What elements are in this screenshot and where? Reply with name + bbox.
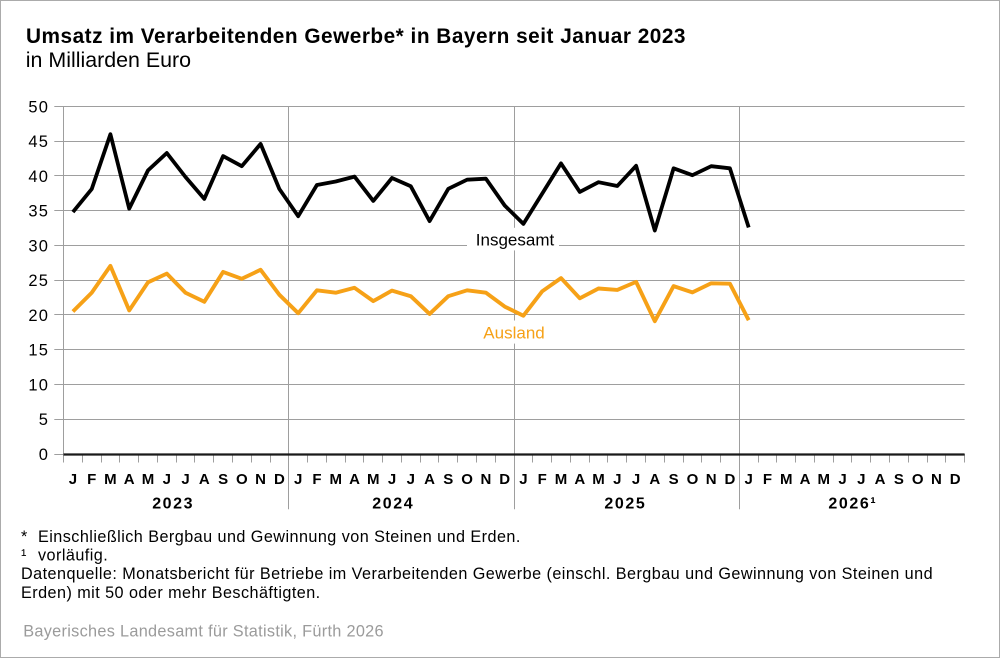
svg-text:10: 10 — [28, 376, 49, 394]
svg-text:M: M — [367, 471, 380, 488]
svg-text:J: J — [519, 471, 527, 488]
svg-text:J: J — [613, 471, 621, 488]
svg-text:M: M — [329, 471, 342, 488]
svg-text:2024: 2024 — [372, 496, 414, 513]
svg-text:N: N — [255, 471, 266, 488]
svg-text:J: J — [838, 471, 846, 488]
svg-text:M: M — [780, 471, 793, 488]
svg-text:D: D — [950, 471, 961, 488]
svg-text:0: 0 — [39, 446, 49, 464]
svg-text:Erden) mit 50 oder mehr Beschä: Erden) mit 50 oder mehr Beschäftigten. — [21, 584, 321, 602]
svg-text:M: M — [142, 471, 155, 488]
svg-text:25: 25 — [28, 272, 49, 290]
svg-text:35: 35 — [28, 203, 49, 221]
svg-text:M: M — [592, 471, 605, 488]
svg-text:Datenquelle: Monatsbericht für: Datenquelle: Monatsbericht für Betriebe … — [21, 565, 933, 583]
svg-text:J: J — [294, 471, 302, 488]
svg-text:S: S — [894, 471, 904, 488]
svg-text:Bayerisches Landesamt für Stat: Bayerisches Landesamt für Statistik, Für… — [23, 623, 384, 641]
svg-text:J: J — [163, 471, 171, 488]
svg-text:S: S — [669, 471, 679, 488]
svg-text:N: N — [480, 471, 491, 488]
svg-text:S: S — [443, 471, 453, 488]
svg-text:J: J — [632, 471, 640, 488]
svg-text:F: F — [312, 471, 321, 488]
svg-text:A: A — [800, 471, 811, 488]
svg-text:A: A — [199, 471, 210, 488]
svg-text:F: F — [87, 471, 96, 488]
svg-text:O: O — [236, 471, 248, 488]
svg-text:50: 50 — [28, 98, 49, 116]
svg-text:M: M — [555, 471, 568, 488]
svg-text:F: F — [538, 471, 547, 488]
svg-text:45: 45 — [28, 133, 49, 151]
svg-text:Ausland: Ausland — [483, 324, 544, 343]
svg-text:5: 5 — [39, 411, 49, 429]
svg-text:D: D — [274, 471, 285, 488]
svg-text:J: J — [745, 471, 753, 488]
svg-text:N: N — [706, 471, 717, 488]
svg-text:D: D — [724, 471, 735, 488]
svg-text:¹: ¹ — [21, 546, 27, 564]
svg-text:2025: 2025 — [604, 496, 646, 513]
svg-text:Einschließlich Bergbau und Gew: Einschließlich Bergbau und Gewinnung von… — [38, 528, 521, 546]
svg-text:2023: 2023 — [152, 496, 194, 513]
svg-text:Insgesamt: Insgesamt — [476, 231, 555, 250]
svg-text:J: J — [69, 471, 77, 488]
svg-text:A: A — [124, 471, 135, 488]
svg-text:S: S — [218, 471, 228, 488]
svg-text:O: O — [461, 471, 473, 488]
svg-text:O: O — [912, 471, 924, 488]
svg-text:A: A — [574, 471, 585, 488]
svg-text:J: J — [857, 471, 865, 488]
svg-text:30: 30 — [28, 237, 49, 255]
svg-text:20: 20 — [28, 307, 49, 325]
svg-text:A: A — [424, 471, 435, 488]
svg-text:D: D — [499, 471, 510, 488]
svg-text:vorläufig.: vorläufig. — [38, 546, 108, 564]
svg-text:A: A — [875, 471, 886, 488]
svg-text:A: A — [349, 471, 360, 488]
svg-text:15: 15 — [28, 342, 49, 360]
svg-text:M: M — [104, 471, 117, 488]
svg-text:J: J — [407, 471, 415, 488]
svg-text:M: M — [818, 471, 831, 488]
svg-text:A: A — [649, 471, 660, 488]
svg-text:O: O — [687, 471, 699, 488]
svg-text:N: N — [931, 471, 942, 488]
svg-text:Umsatz im Verarbeitenden Gewer: Umsatz im Verarbeitenden Gewerbe* in Bay… — [26, 25, 686, 48]
svg-text:F: F — [763, 471, 772, 488]
svg-text:40: 40 — [28, 168, 49, 186]
svg-text:*: * — [21, 528, 28, 546]
svg-text:J: J — [181, 471, 189, 488]
svg-text:J: J — [388, 471, 396, 488]
svg-text:in Milliarden Euro: in Milliarden Euro — [26, 48, 191, 72]
svg-text:2026¹: 2026¹ — [828, 496, 877, 513]
